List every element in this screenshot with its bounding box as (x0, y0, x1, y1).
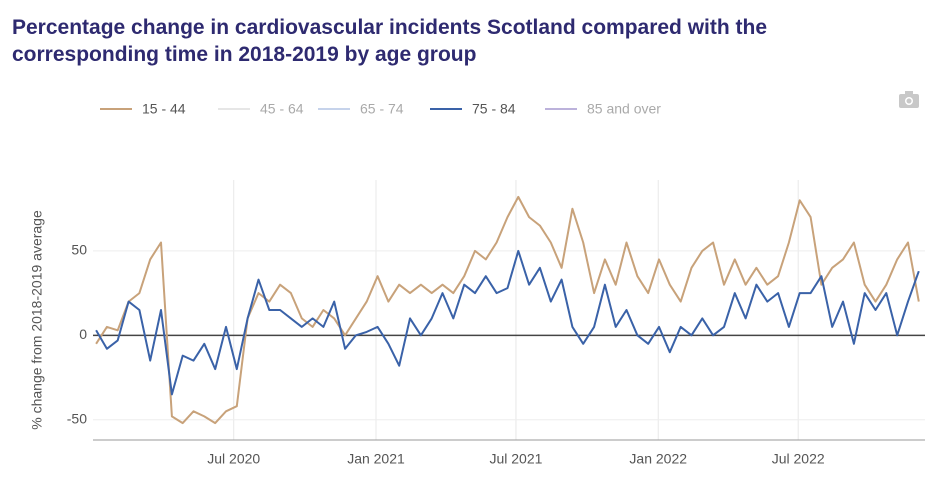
legend-label: 45 - 64 (260, 101, 304, 117)
legend-item[interactable]: 85 and over (545, 101, 661, 117)
camera-icon[interactable] (899, 91, 919, 108)
legend-label: 15 - 44 (142, 101, 186, 117)
chart-title: Percentage change in cardiovascular inci… (12, 16, 768, 66)
x-tick-label: Jul 2021 (489, 451, 542, 467)
x-tick-label: Jan 2021 (347, 451, 405, 467)
y-axis-label: % change from 2018-2019 average (29, 210, 45, 430)
y-tick-label: -50 (67, 410, 87, 426)
legend-label: 65 - 74 (360, 101, 404, 117)
x-tick-label: Jan 2022 (629, 451, 687, 467)
legend-item[interactable]: 15 - 44 (100, 101, 186, 117)
y-tick-label: 0 (79, 326, 87, 342)
legend-item[interactable]: 65 - 74 (318, 101, 404, 117)
legend-item[interactable]: 45 - 64 (218, 101, 304, 117)
x-tick-label: Jul 2022 (772, 451, 825, 467)
data-line (95, 195, 920, 425)
legend-item[interactable]: 75 - 84 (430, 101, 516, 117)
data-line (95, 249, 920, 396)
y-tick-label: 50 (71, 242, 87, 258)
legend-label: 85 and over (587, 101, 661, 117)
x-tick-label: Jul 2020 (207, 451, 260, 467)
legend-label: 75 - 84 (472, 101, 516, 117)
